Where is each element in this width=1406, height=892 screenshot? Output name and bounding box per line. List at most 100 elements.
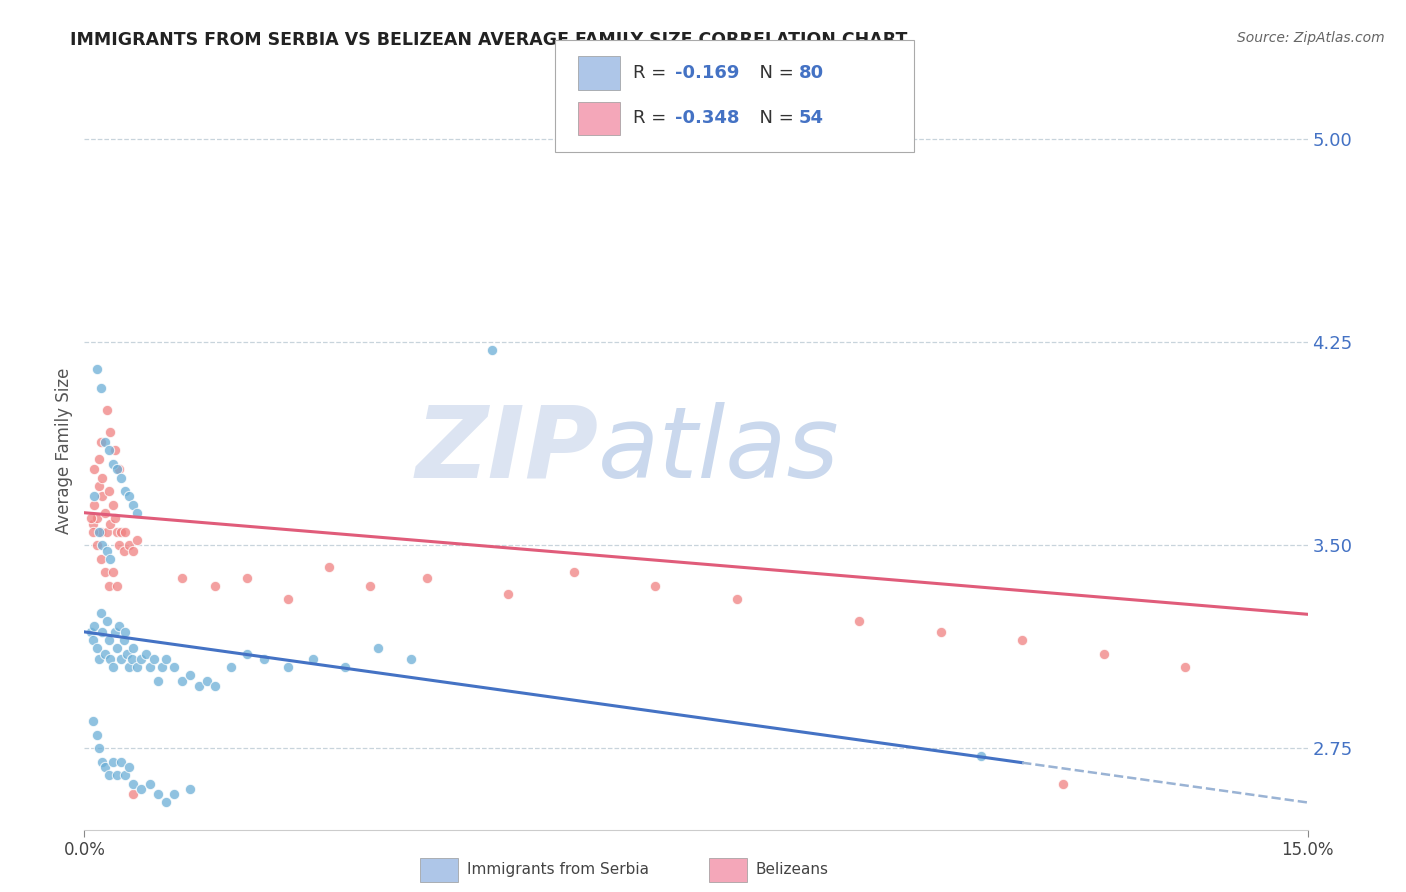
Point: [277, 592, 299, 607]
Point: [110, 470, 132, 484]
Point: [80, 511, 103, 525]
Point: [82, 524, 104, 539]
Point: [83, 490, 105, 504]
Point: [150, 660, 173, 674]
Point: [155, 796, 177, 810]
Point: [172, 673, 194, 688]
Point: [96, 614, 118, 628]
Point: [82, 714, 104, 729]
Point: [96, 402, 118, 417]
Text: IMMIGRANTS FROM SERBIA VS BELIZEAN AVERAGE FAMILY SIZE CORRELATION CHART: IMMIGRANTS FROM SERBIA VS BELIZEAN AVERA…: [70, 31, 908, 49]
Point: [416, 571, 439, 585]
Point: [1092, 647, 1115, 661]
Point: [142, 652, 165, 666]
Point: [82, 633, 104, 648]
Point: [91, 624, 114, 639]
Point: [121, 652, 143, 666]
Point: [187, 679, 209, 693]
Point: [107, 538, 129, 552]
Point: [97, 768, 120, 782]
Point: [204, 579, 226, 593]
Text: -0.348: -0.348: [675, 110, 740, 128]
Point: [195, 673, 218, 688]
Point: [114, 524, 136, 539]
Point: [179, 781, 201, 796]
Point: [87, 652, 110, 666]
Point: [90, 606, 112, 620]
Point: [112, 633, 135, 648]
Point: [100, 425, 122, 439]
Point: [1052, 776, 1074, 790]
Point: [86, 538, 108, 552]
Point: [359, 579, 381, 593]
Text: Source: ZipAtlas.com: Source: ZipAtlas.com: [1237, 31, 1385, 45]
Point: [110, 652, 132, 666]
Point: [135, 647, 157, 661]
Point: [110, 755, 132, 769]
Point: [114, 484, 136, 499]
Point: [929, 624, 952, 639]
Point: [115, 647, 138, 661]
Point: [146, 673, 169, 688]
Point: [107, 462, 129, 476]
Point: [163, 660, 186, 674]
Point: [93, 566, 115, 580]
Point: [970, 749, 993, 764]
Point: [105, 524, 128, 539]
Text: R =: R =: [633, 110, 672, 128]
Point: [90, 524, 112, 539]
Point: [122, 776, 145, 790]
Text: ZIP: ZIP: [415, 402, 598, 499]
Point: [138, 660, 160, 674]
Point: [107, 619, 129, 633]
Point: [93, 760, 115, 774]
Point: [277, 660, 299, 674]
Point: [90, 551, 112, 566]
Point: [644, 579, 666, 593]
Point: [97, 443, 120, 458]
Point: [87, 451, 110, 466]
Point: [114, 624, 136, 639]
Point: [122, 498, 145, 512]
Point: [481, 343, 503, 358]
Text: Immigrants from Serbia: Immigrants from Serbia: [467, 863, 648, 877]
Point: [105, 641, 128, 656]
Point: [90, 435, 112, 450]
Point: [86, 362, 108, 376]
Y-axis label: Average Family Size: Average Family Size: [55, 368, 73, 533]
Point: [83, 462, 105, 476]
Point: [848, 614, 870, 628]
Point: [91, 755, 114, 769]
Point: [101, 660, 124, 674]
Point: [1174, 660, 1197, 674]
Point: [101, 457, 124, 471]
Point: [90, 381, 112, 395]
Point: [105, 768, 128, 782]
Point: [301, 652, 323, 666]
Point: [82, 516, 104, 531]
Point: [110, 524, 132, 539]
Point: [163, 788, 186, 802]
Point: [122, 641, 145, 656]
Point: [83, 498, 105, 512]
Point: [1011, 633, 1033, 648]
Point: [122, 543, 145, 558]
Point: [172, 571, 194, 585]
Point: [498, 587, 520, 601]
Point: [118, 490, 141, 504]
Point: [253, 652, 276, 666]
Text: atlas: atlas: [598, 402, 839, 499]
Point: [105, 462, 128, 476]
Point: [96, 543, 118, 558]
Point: [118, 660, 141, 674]
Point: [100, 652, 122, 666]
Text: N =: N =: [748, 64, 800, 82]
Point: [93, 435, 115, 450]
Point: [138, 776, 160, 790]
Point: [97, 633, 120, 648]
Point: [93, 506, 115, 520]
Text: -0.169: -0.169: [675, 64, 740, 82]
Point: [118, 760, 141, 774]
Text: Belizeans: Belizeans: [755, 863, 828, 877]
Point: [122, 788, 145, 802]
